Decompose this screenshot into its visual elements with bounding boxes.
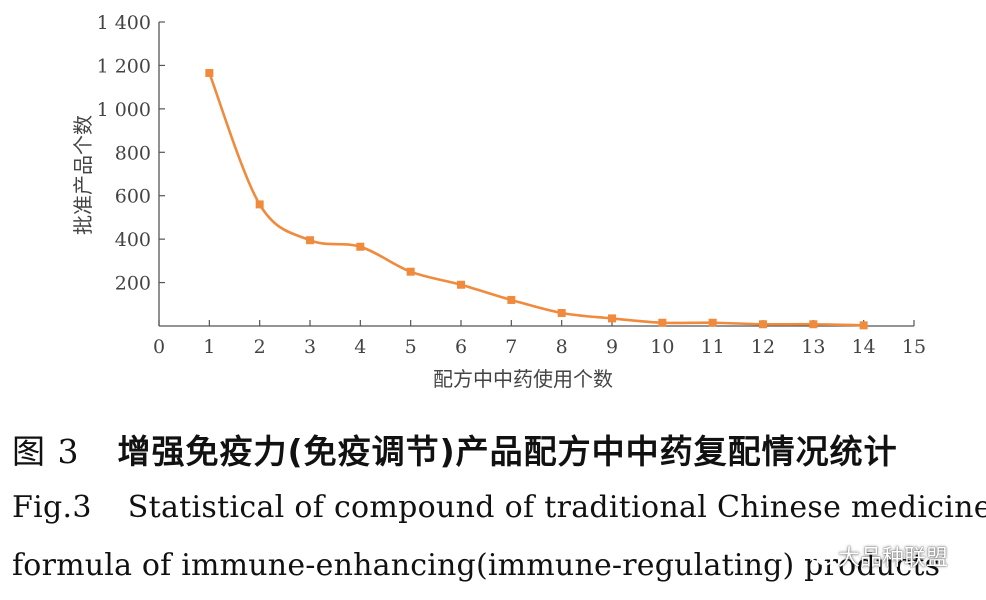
x-tick-label: 9	[606, 336, 618, 358]
figure-caption-chinese: 图 3 增强免疫力(免疫调节)产品配方中中药复配情况统计	[12, 425, 898, 473]
y-axis-title: 批准产品个数	[71, 115, 95, 235]
data-point	[608, 314, 616, 323]
x-tick-label: 11	[701, 336, 725, 358]
chart-series	[205, 69, 868, 330]
x-tick-label: 3	[304, 336, 316, 358]
x-tick-label: 14	[852, 336, 876, 358]
x-axis-title: 配方中中药使用个数	[433, 367, 613, 391]
data-point	[507, 295, 516, 304]
x-tick-label: 1	[203, 336, 215, 358]
wechat-icon	[808, 545, 834, 566]
caption-text-english-1: Statistical of compound of traditional C…	[127, 490, 986, 525]
caption-text-chinese: 增强免疫力(免疫调节)产品配方中中药复配情况统计	[117, 432, 898, 471]
x-tick-label: 12	[751, 336, 775, 358]
y-tick-label: 200	[115, 273, 151, 295]
y-tick-label: 1 200	[97, 55, 151, 77]
x-tick-label: 8	[556, 336, 568, 358]
figure-number-chinese: 图 3	[12, 432, 80, 471]
chart-axes	[158, 22, 914, 327]
figure-number-english: Fig.3	[12, 490, 92, 525]
y-tick-label: 1 400	[97, 12, 151, 34]
y-tick-label: 800	[115, 142, 151, 164]
data-point	[658, 318, 667, 327]
x-tick-label: 2	[254, 336, 266, 358]
x-tick-label: 7	[505, 336, 517, 358]
x-tick-label: 5	[405, 336, 417, 358]
x-tick-label: 4	[354, 336, 366, 358]
watermark: 大品种联盟	[808, 540, 948, 572]
figure-caption-english-line-2: formula of immune-enhancing(immune-regul…	[12, 548, 940, 583]
x-tick-label: 13	[801, 336, 825, 358]
y-tick-label: 1 000	[97, 99, 151, 121]
x-tick-label: 6	[455, 336, 467, 358]
data-point	[809, 320, 818, 329]
data-point	[557, 308, 566, 317]
y-tick-label: 400	[115, 229, 151, 251]
x-tick-label: 0	[153, 336, 165, 358]
data-point	[859, 321, 868, 330]
watermark-text: 大品种联盟	[838, 546, 949, 571]
figure-caption-english-line-1: Fig.3 Statistical of compound of traditio…	[12, 490, 986, 525]
data-point	[255, 200, 264, 209]
data-point	[457, 280, 465, 289]
caption-text-english-2: formula of immune-enhancing(immune-regul…	[12, 548, 941, 583]
data-point	[356, 242, 365, 251]
x-tick-label: 15	[902, 336, 926, 358]
x-tick-label: 10	[650, 336, 674, 358]
data-point	[205, 69, 214, 78]
data-point	[306, 236, 314, 245]
line-chart: 0 1 2 3 4 5 6 7 8 9 10 11 12 13 14 15 200 400 600 800 1 000 1…	[71, 12, 927, 391]
data-point	[708, 318, 717, 327]
data-point	[759, 320, 767, 329]
y-tick-label: 600	[115, 186, 151, 208]
data-point	[406, 267, 415, 276]
series-line	[208, 71, 865, 327]
